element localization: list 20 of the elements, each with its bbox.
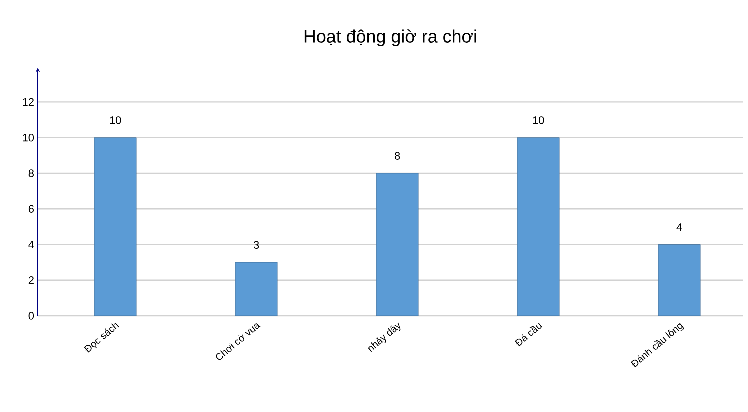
data-label: 4 xyxy=(676,224,682,232)
y-tick-label: 0 xyxy=(28,312,34,320)
bar xyxy=(517,138,560,316)
x-tick-label: Đọc sách xyxy=(84,323,120,353)
bar xyxy=(94,138,137,316)
data-label: 10 xyxy=(533,116,544,124)
bar xyxy=(376,173,419,316)
x-tick-label: Đá cầu xyxy=(515,323,543,347)
y-tick-label: 4 xyxy=(28,240,34,249)
chart-title: Hoạt động giờ ra chơi xyxy=(304,30,476,46)
bar xyxy=(235,262,278,316)
y-tick-label: 2 xyxy=(28,276,34,284)
y-tick-label: 6 xyxy=(28,205,34,213)
data-label: 10 xyxy=(110,116,122,124)
data-label: 3 xyxy=(254,241,260,250)
y-tick-label: 12 xyxy=(23,98,34,106)
data-label: 8 xyxy=(394,152,400,160)
y-tick-label: 8 xyxy=(28,170,34,178)
y-tick-label: 10 xyxy=(23,134,34,142)
bar xyxy=(658,244,701,316)
